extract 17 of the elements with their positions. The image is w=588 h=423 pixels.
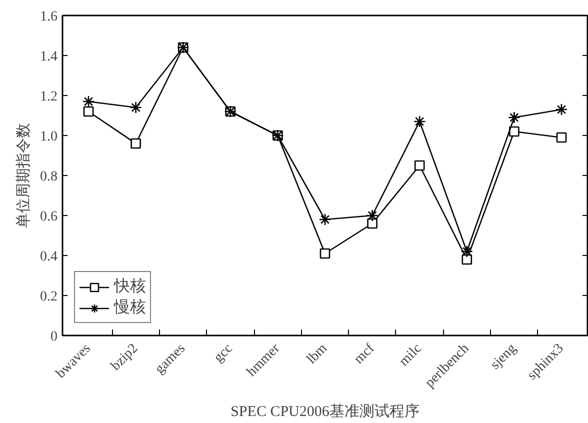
- y-tick-label: 0.4: [40, 250, 58, 264]
- x-tick-label: milc: [396, 341, 425, 370]
- x-tick-label: lbm: [304, 341, 330, 368]
- y-tick-label: 0.6: [40, 210, 58, 224]
- legend-label: 慢核: [114, 298, 146, 318]
- x-tick-label: mcf: [352, 340, 378, 368]
- y-tick-label: 1.4: [40, 50, 58, 64]
- y-tick-label: 1.6: [40, 10, 58, 24]
- y-axis-title: 单位周期指令数: [15, 123, 32, 228]
- y-tick-label: 1.2: [40, 90, 58, 104]
- y-tick-label: 0.2: [40, 290, 58, 304]
- x-axis-title: SPEC CPU2006基准测试程序: [230, 403, 420, 420]
- x-tick-label: gcc: [211, 341, 236, 366]
- legend-label: 快核: [114, 276, 146, 297]
- y-tick-label: 1.0: [40, 130, 58, 144]
- y-tick-label: 0.8: [40, 170, 58, 184]
- y-tick-label: 0: [50, 330, 58, 344]
